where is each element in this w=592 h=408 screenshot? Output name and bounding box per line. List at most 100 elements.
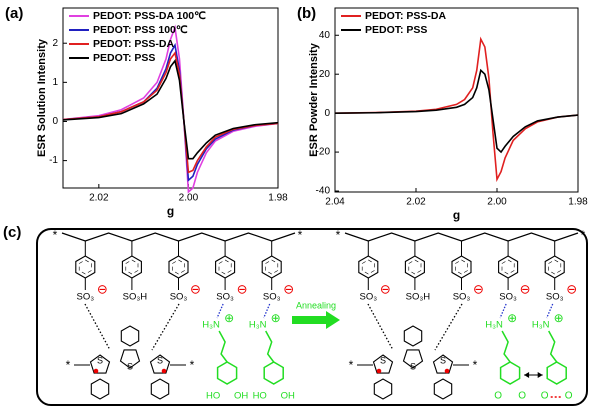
sulfonate: SO₃ [546,292,564,303]
dioxane-ring [120,325,140,347]
radical [161,368,167,374]
benzene-ring [404,255,425,279]
dioxane-ring [433,378,453,400]
benzene-inner [218,259,232,275]
legend-label: PEDOT: PSS-DA 100℃ [93,10,206,22]
sulfur: S [410,361,416,371]
positive-charge: ⊕ [507,311,517,325]
benzene-ring [168,255,189,279]
x-tick-label: 2.02 [406,197,426,208]
catechol-ring [263,361,284,385]
sulfonate: SO₃ [263,292,281,303]
legend-label: PEDOT: PSS [93,52,155,64]
scheme-frame [36,228,588,406]
sulfonate: SO₃ [499,292,517,303]
catechol-ring [216,361,238,385]
quinone-oxygen: O [565,391,573,402]
hydroxyl: OH [281,391,295,402]
dioxane-ring [373,378,393,400]
legend-label: PEDOT: PSS-DA [93,38,175,50]
y-tick-label: 40 [319,30,331,41]
radical [444,368,450,374]
hydroxyl: HO [206,391,220,402]
sulfonate: SO₃ [453,292,471,303]
annealing-arrow [292,311,340,329]
y-tick-label: 20 [319,69,331,80]
x-tick-label: 2.00 [487,197,507,208]
thiophene-ring [89,354,111,374]
y-tick-label: 0 [324,108,330,119]
polymer-backbone [344,232,579,242]
y-tick-label: -1 [49,155,58,166]
end-star: * [581,228,586,242]
catechol-ring [499,361,521,385]
thiophene-ring [402,349,424,369]
end-star: * [66,358,71,372]
interaction [151,303,180,351]
x-tick-label: 1.98 [568,197,588,208]
positive-charge: ⊕ [271,311,281,325]
benzene-inner [172,259,185,275]
benzene-ring [544,255,565,279]
series-line [62,51,279,174]
ethyl-chain [548,330,558,363]
sulfonate: SO₃ [76,292,94,303]
thiophene-ring [372,354,394,374]
series-line [334,36,579,183]
benzene-inner [501,259,515,275]
y-axis-label: ESR Powder Intensity [308,42,320,157]
sulfonic-acid: SO₃H [406,292,431,303]
ammonium: H₃N [532,320,550,331]
sulfur: S [97,355,103,365]
series-line [62,58,279,160]
positive-charge: ⊕ [554,311,564,325]
benzene-ring [358,255,379,279]
negative-charge: ⊖ [520,281,531,296]
end-star: * [473,358,478,372]
ammonium: H₃N [485,320,503,331]
ammonium: H₃N [249,320,267,331]
x-tick-label: 2.04 [325,197,345,208]
resonance-head [524,372,530,378]
benzene-inner [78,259,92,275]
sulfur: S [380,355,386,365]
radical [376,368,382,374]
hydrogen-bond [263,303,271,319]
negative-charge: ⊖ [473,281,484,296]
polymer-backbone [61,232,296,242]
negative-charge: ⊖ [97,281,108,296]
resonance-head [537,372,543,378]
y-tick-label: -40 [316,186,331,197]
sulfonic-acid: SO₃H [123,292,148,303]
radical [93,368,99,374]
hydroxyl: HO [253,391,267,402]
x-axis-label: g [167,204,174,218]
y-tick-label: -20 [316,147,331,158]
ethyl-chain [501,330,511,363]
dioxane-ring [403,325,423,347]
plot-frame [62,7,279,189]
x-tick-label: 1.98 [268,193,288,204]
panel-label: (b) [297,5,316,22]
x-tick-label: 2.02 [89,193,109,204]
end-star: * [336,228,341,242]
end-star: * [349,358,354,372]
benzene-ring [121,255,142,279]
hydroxyl: OH [234,391,248,402]
dioxane-ring [150,378,170,400]
interaction [84,303,111,351]
dioxane-ring [90,378,110,400]
benzene-inner [265,259,279,275]
benzene-ring [215,255,236,279]
sulfur: S [440,355,446,365]
thiophene-ring [149,354,171,374]
benzene-ring [75,255,96,279]
benzene-ring [498,255,519,279]
catechol-ring [546,361,567,385]
y-tick-label: 0 [52,116,58,127]
sulfur: S [157,355,163,365]
x-axis-label: g [453,208,460,222]
interaction [367,303,394,351]
hydrogen-bond [499,303,507,319]
negative-charge: ⊖ [283,281,294,296]
